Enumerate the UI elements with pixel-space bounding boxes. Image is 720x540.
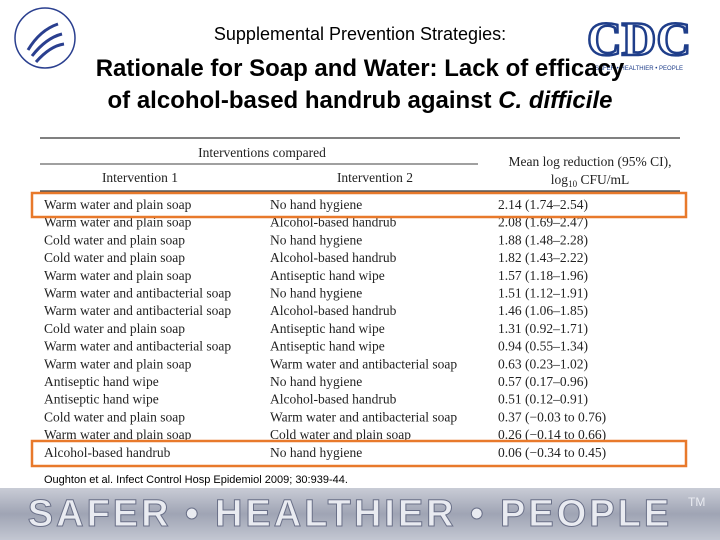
table-cell: 1.57 (1.18–1.96)	[498, 268, 588, 283]
table-cell: Antiseptic hand wipe	[44, 392, 159, 407]
footer-band	[0, 488, 720, 540]
table-cell: Alcohol-based handrub	[270, 303, 397, 318]
table-cell: No hand hygiene	[270, 197, 362, 212]
table-cell: Cold water and plain soap	[44, 409, 185, 424]
table-cell: 0.94 (0.55–1.34)	[498, 339, 588, 354]
subtitle: Supplemental Prevention Strategies:	[214, 24, 506, 44]
table-cell: Antiseptic hand wipe	[44, 374, 159, 389]
table-cell: 1.88 (1.48–2.28)	[498, 232, 588, 247]
column-header: Mean log reduction (95% CI),	[508, 154, 671, 169]
table-cell: Antiseptic hand wipe	[270, 321, 385, 336]
table-cell: Cold water and plain soap	[270, 427, 411, 442]
group-header: Interventions compared	[198, 145, 326, 160]
table-cell: Alcohol-based handrub	[44, 445, 171, 460]
table-cell: 1.82 (1.43–2.22)	[498, 250, 588, 265]
logo-tagline: SAFER • HEALTHIER • PEOPLE	[595, 66, 683, 72]
column-header: log10 CFU/mL	[551, 172, 629, 189]
logo-text: CDC	[587, 13, 691, 66]
column-header: Intervention 1	[102, 170, 178, 185]
title-part: of alcohol-based handrub against	[108, 87, 499, 114]
table-cell: Alcohol-based handrub	[270, 215, 397, 230]
table-cell: 1.46 (1.06–1.85)	[498, 303, 588, 318]
title-italic: C. difficile	[498, 87, 612, 114]
table-cell: No hand hygiene	[270, 286, 362, 301]
table-cell: 0.51 (0.12–0.91)	[498, 392, 588, 407]
footer-tm: TM	[688, 495, 705, 509]
table-cell: Warm water and plain soap	[44, 197, 192, 212]
column-header: Intervention 2	[337, 170, 413, 185]
table-cell: Cold water and plain soap	[44, 321, 185, 336]
table-cell: Alcohol-based handrub	[270, 250, 397, 265]
table-cell: No hand hygiene	[270, 374, 362, 389]
table-cell: Warm water and antibacterial soap	[270, 409, 457, 424]
table-cell: Warm water and plain soap	[44, 356, 192, 371]
table-cell: Warm water and antibacterial soap	[44, 303, 231, 318]
table-cell: Alcohol-based handrub	[270, 392, 397, 407]
title: of alcohol-based handrub against C. diff…	[108, 87, 613, 114]
footer-slogan: SAFER • HEALTHIER • PEOPLE	[28, 493, 672, 535]
cdc-logo: CDC SAFER • HEALTHIER • PEOPLE	[578, 12, 700, 74]
table-cell: 0.26 (−0.14 to 0.66)	[498, 427, 606, 442]
table-cell: 0.63 (0.23–1.02)	[498, 356, 588, 371]
table-cell: 1.31 (0.92–1.71)	[498, 321, 588, 336]
table-cell: 0.06 (−0.34 to 0.45)	[498, 445, 606, 460]
table-cell: Warm water and plain soap	[44, 268, 192, 283]
title: Rationale for Soap and Water: Lack of ef…	[96, 55, 625, 82]
table: Interventions compared Intervention 1 In…	[40, 137, 680, 460]
highlight-box	[30, 439, 688, 468]
hhs-logo	[14, 7, 76, 69]
table-cell: Warm water and antibacterial soap	[44, 286, 231, 301]
table-cell: Warm water and plain soap	[44, 215, 192, 230]
table-cell: 2.14 (1.74–2.54)	[498, 197, 588, 212]
header-sub: 10	[568, 179, 578, 189]
table-cell: Warm water and antibacterial soap	[270, 356, 457, 371]
table-cell: Cold water and plain soap	[44, 232, 185, 247]
header-part: log	[551, 172, 569, 187]
table-cell: 0.57 (0.17–0.96)	[498, 374, 588, 389]
table-cell: 1.51 (1.12–1.91)	[498, 286, 588, 301]
citation: Oughton et al. Infect Control Hosp Epide…	[44, 474, 348, 486]
table-cell: Warm water and plain soap	[44, 427, 192, 442]
header-part: CFU/mL	[577, 172, 629, 187]
table-cell: Cold water and plain soap	[44, 250, 185, 265]
table-cell: Warm water and antibacterial soap	[44, 339, 231, 354]
table-cell: 0.37 (−0.03 to 0.76)	[498, 409, 606, 424]
table-cell: No hand hygiene	[270, 232, 362, 247]
table-cell: 2.08 (1.69–2.47)	[498, 215, 588, 230]
table-cell: Antiseptic hand wipe	[270, 339, 385, 354]
table-cell: Antiseptic hand wipe	[270, 268, 385, 283]
table-cell: No hand hygiene	[270, 445, 362, 460]
highlight-box	[30, 191, 688, 219]
